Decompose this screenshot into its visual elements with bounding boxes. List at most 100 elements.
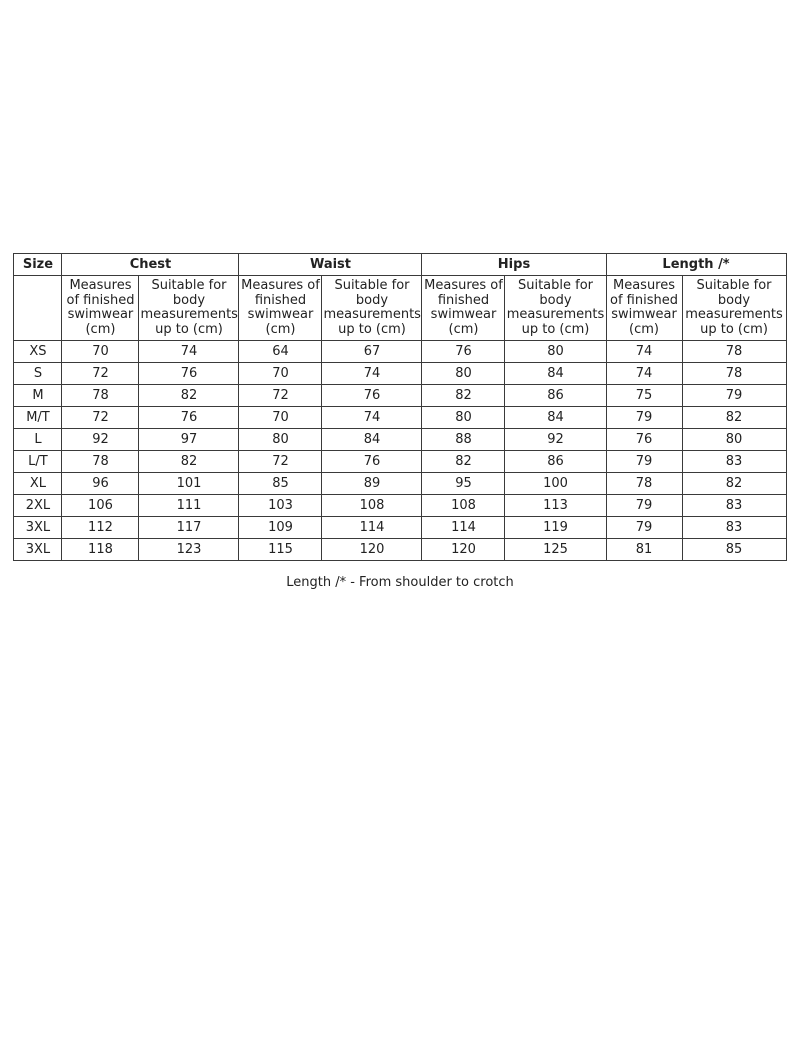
value-cell: 118: [61, 538, 140, 562]
value-cell: 70: [61, 340, 140, 364]
size-column-header: Size: [13, 253, 63, 276]
subheader-waist-suitable: Suitable for body measurements up to (cm…: [321, 274, 423, 342]
value-cell: 95: [421, 472, 506, 496]
size-cell: 3XL: [13, 516, 63, 540]
subheader-hips-measures: Measures of finished swimwear (cm): [421, 274, 506, 342]
table-row: M 78 82 72 76 82 86 75 79: [13, 384, 787, 408]
value-cell: 80: [421, 406, 506, 430]
value-cell: 78: [681, 340, 787, 364]
value-cell: 70: [238, 406, 323, 430]
value-cell: 114: [321, 516, 423, 540]
subheader-chest-measures: Measures of finished swimwear (cm): [61, 274, 140, 342]
size-cell: 3XL: [13, 538, 63, 562]
value-cell: 79: [605, 450, 683, 474]
group-header-hips: Hips: [421, 253, 607, 276]
value-cell: 83: [681, 516, 787, 540]
table-row: M/T 72 76 70 74 80 84 79 82: [13, 406, 787, 430]
value-cell: 82: [681, 406, 787, 430]
group-header-length: Length /*: [605, 253, 787, 276]
value-cell: 108: [421, 494, 506, 518]
value-cell: 84: [321, 428, 423, 452]
value-cell: 82: [138, 384, 240, 408]
sub-header-row: Measures of finished swimwear (cm) Suita…: [13, 274, 787, 342]
value-cell: 115: [238, 538, 323, 562]
footnote: Length /* - From shoulder to crotch: [286, 575, 514, 591]
value-cell: 85: [238, 472, 323, 496]
value-cell: 64: [238, 340, 323, 364]
value-cell: 80: [238, 428, 323, 452]
value-cell: 92: [504, 428, 607, 452]
value-cell: 76: [321, 450, 423, 474]
value-cell: 82: [138, 450, 240, 474]
value-cell: 111: [138, 494, 240, 518]
value-cell: 72: [61, 362, 140, 386]
table-row: XL 96 101 85 89 95 100 78 82: [13, 472, 787, 496]
subheader-length-measures: Measures of finished swimwear (cm): [605, 274, 683, 342]
table-row: XS 70 74 64 67 76 80 74 78: [13, 340, 787, 364]
value-cell: 74: [321, 406, 423, 430]
value-cell: 78: [61, 384, 140, 408]
value-cell: 82: [421, 450, 506, 474]
size-cell: L: [13, 428, 63, 452]
value-cell: 76: [321, 384, 423, 408]
size-cell: 2XL: [13, 494, 63, 518]
subheader-chest-suitable: Suitable for body measurements up to (cm…: [138, 274, 240, 342]
value-cell: 80: [421, 362, 506, 386]
size-cell: M/T: [13, 406, 63, 430]
group-header-row: Size Chest Waist Hips Length /*: [13, 253, 787, 276]
value-cell: 76: [138, 362, 240, 386]
value-cell: 84: [504, 406, 607, 430]
size-cell: S: [13, 362, 63, 386]
value-cell: 70: [238, 362, 323, 386]
value-cell: 119: [504, 516, 607, 540]
value-cell: 85: [681, 538, 787, 562]
value-cell: 80: [504, 340, 607, 364]
value-cell: 72: [238, 450, 323, 474]
size-cell: XL: [13, 472, 63, 496]
table-body: XS 70 74 64 67 76 80 74 78 S 72 76 70 74 80 84 74 78 M 78 82…: [13, 340, 787, 562]
value-cell: 89: [321, 472, 423, 496]
table-row: L/T 78 82 72 76 82 86 79 83: [13, 450, 787, 474]
value-cell: 112: [61, 516, 140, 540]
value-cell: 67: [321, 340, 423, 364]
value-cell: 103: [238, 494, 323, 518]
size-chart-page: Size Chest Waist Hips Length /* Measures…: [0, 253, 800, 590]
subheader-length-suitable: Suitable for body measurements up to (cm…: [681, 274, 787, 342]
value-cell: 78: [61, 450, 140, 474]
value-cell: 83: [681, 450, 787, 474]
value-cell: 108: [321, 494, 423, 518]
value-cell: 123: [138, 538, 240, 562]
size-subheader-empty: [13, 274, 63, 342]
value-cell: 80: [681, 428, 787, 452]
group-header-chest: Chest: [61, 253, 240, 276]
value-cell: 120: [421, 538, 506, 562]
value-cell: 83: [681, 494, 787, 518]
value-cell: 86: [504, 450, 607, 474]
value-cell: 125: [504, 538, 607, 562]
value-cell: 86: [504, 384, 607, 408]
size-cell: M: [13, 384, 63, 408]
size-cell: XS: [13, 340, 63, 364]
value-cell: 101: [138, 472, 240, 496]
value-cell: 79: [605, 406, 683, 430]
value-cell: 75: [605, 384, 683, 408]
value-cell: 96: [61, 472, 140, 496]
value-cell: 74: [605, 340, 683, 364]
value-cell: 120: [321, 538, 423, 562]
value-cell: 79: [681, 384, 787, 408]
value-cell: 113: [504, 494, 607, 518]
value-cell: 84: [504, 362, 607, 386]
size-cell: L/T: [13, 450, 63, 474]
subheader-hips-suitable: Suitable for body measurements up to (cm…: [504, 274, 607, 342]
table-row: L 92 97 80 84 88 92 76 80: [13, 428, 787, 452]
value-cell: 76: [605, 428, 683, 452]
value-cell: 82: [681, 472, 787, 496]
value-cell: 74: [138, 340, 240, 364]
value-cell: 114: [421, 516, 506, 540]
table-row: 2XL 106 111 103 108 108 113 79 83: [13, 494, 787, 518]
value-cell: 78: [605, 472, 683, 496]
value-cell: 76: [138, 406, 240, 430]
value-cell: 72: [238, 384, 323, 408]
table-row: 3XL 112 117 109 114 114 119 79 83: [13, 516, 787, 540]
value-cell: 92: [61, 428, 140, 452]
